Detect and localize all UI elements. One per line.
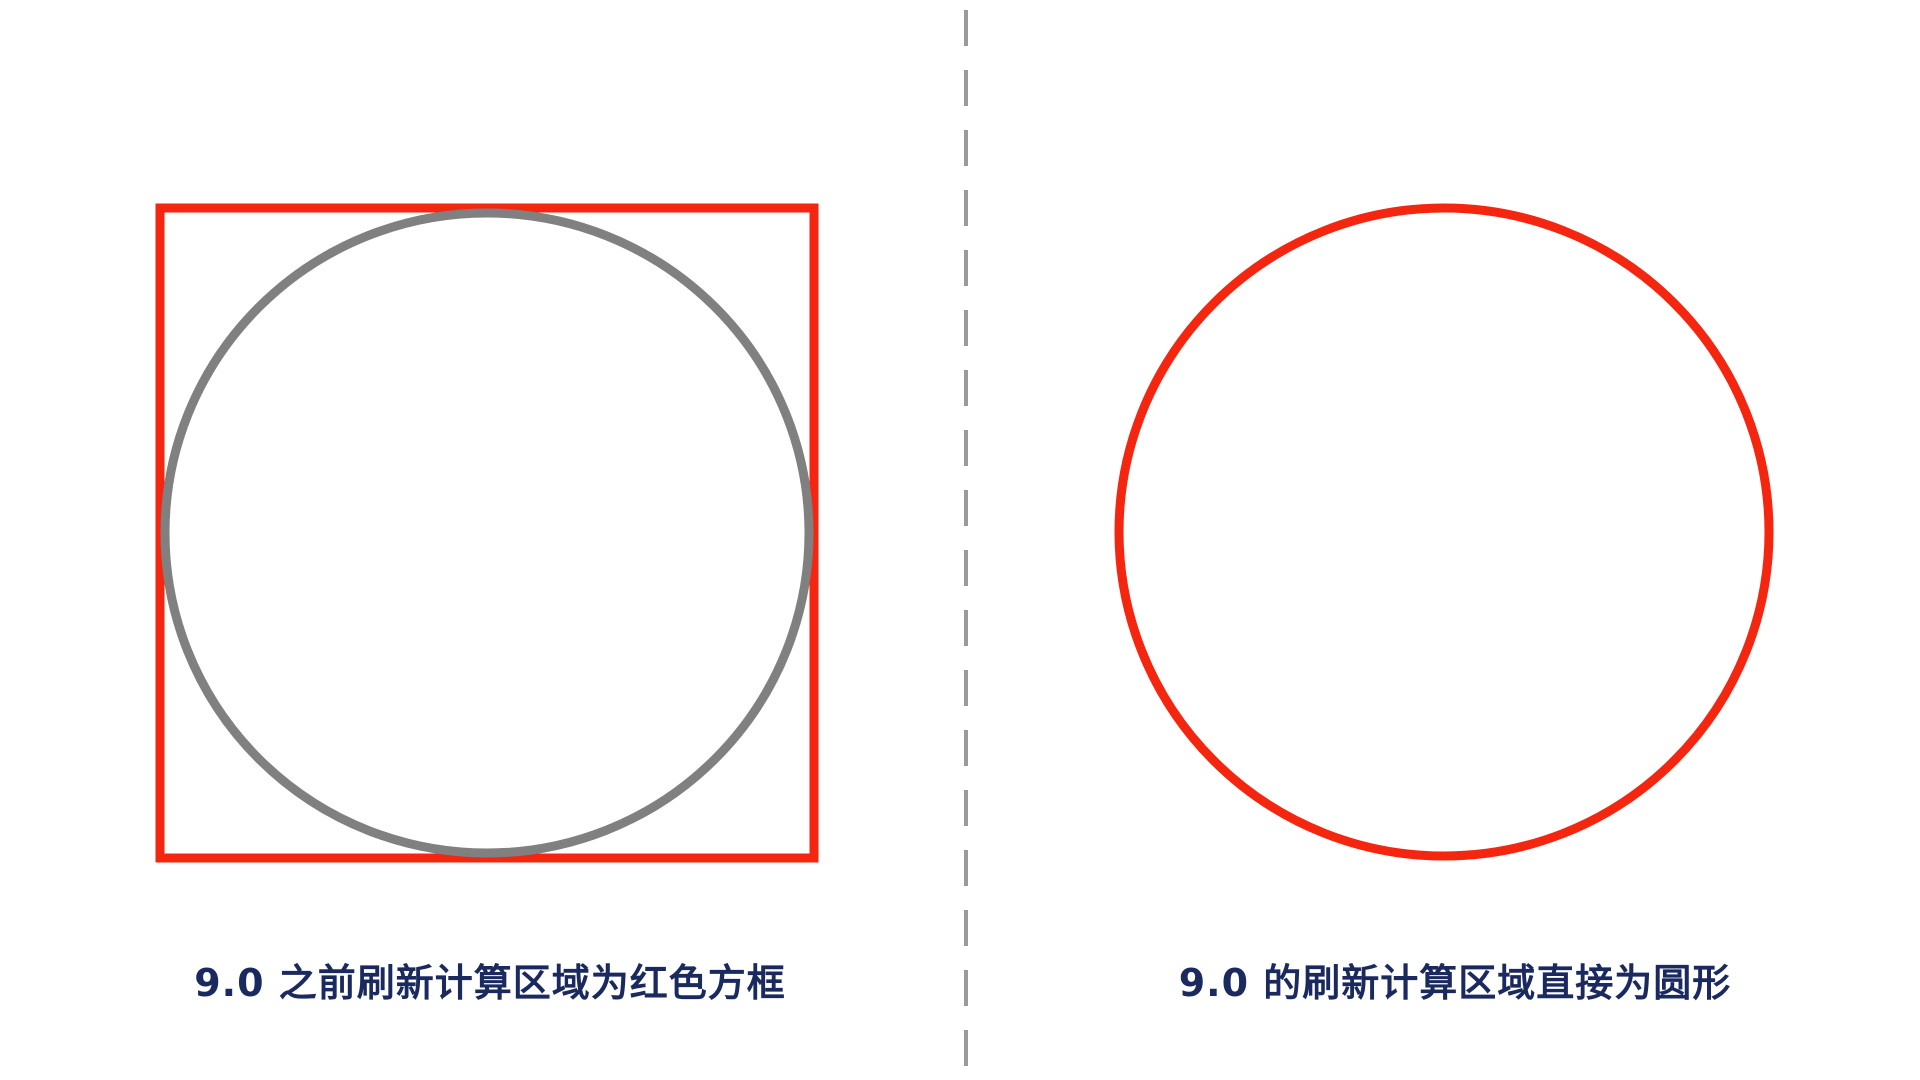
right-caption: 9.0 的刷新计算区域直接为圆形 <box>1178 961 1732 1005</box>
gray-circle <box>160 208 814 858</box>
left-caption: 9.0 之前刷新计算区域为红色方框 <box>194 961 786 1005</box>
left-panel <box>155 203 819 863</box>
right-panel <box>1114 203 1774 861</box>
red-square-refresh-area <box>155 203 819 863</box>
red-circle-refresh-area <box>1114 203 1774 861</box>
